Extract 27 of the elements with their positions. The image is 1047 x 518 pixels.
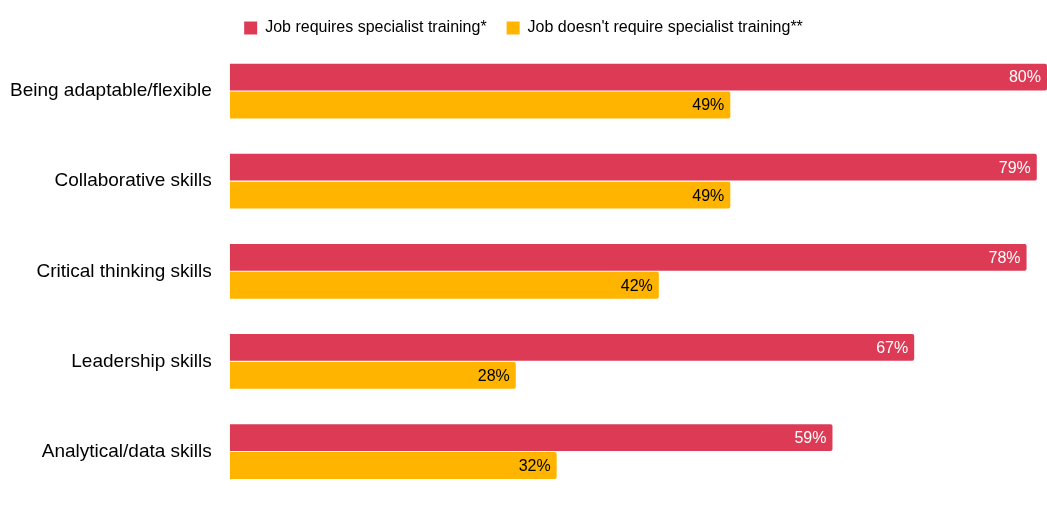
data-label: 42% <box>620 276 653 294</box>
y-tick-label: Critical thinking skills <box>36 259 212 281</box>
data-label: 49% <box>692 96 725 114</box>
bar <box>229 243 1027 271</box>
data-label: 28% <box>477 366 510 384</box>
y-tick-label: Analytical/data skills <box>41 439 212 461</box>
bar <box>229 63 1047 91</box>
data-label: 59% <box>794 428 827 446</box>
data-label: 80% <box>1008 68 1041 86</box>
data-label: 49% <box>692 186 725 204</box>
bar <box>229 361 516 389</box>
y-tick-label: Leadership skills <box>71 349 212 371</box>
data-label: 78% <box>988 248 1021 266</box>
bar <box>229 424 833 451</box>
bar <box>229 334 915 361</box>
bar <box>229 271 659 299</box>
bar <box>229 91 731 119</box>
bar <box>229 153 1037 181</box>
y-tick-label: Collaborative skills <box>54 169 212 191</box>
data-label: 67% <box>876 338 909 356</box>
legend-label: Job requires specialist training* <box>265 18 487 36</box>
data-label: 32% <box>518 456 551 474</box>
bar <box>229 452 557 479</box>
bar <box>229 181 731 209</box>
legend-label: Job doesn't require specialist training** <box>527 18 803 36</box>
data-label: 79% <box>998 158 1031 176</box>
y-tick-label: Being adaptable/flexible <box>10 79 212 101</box>
